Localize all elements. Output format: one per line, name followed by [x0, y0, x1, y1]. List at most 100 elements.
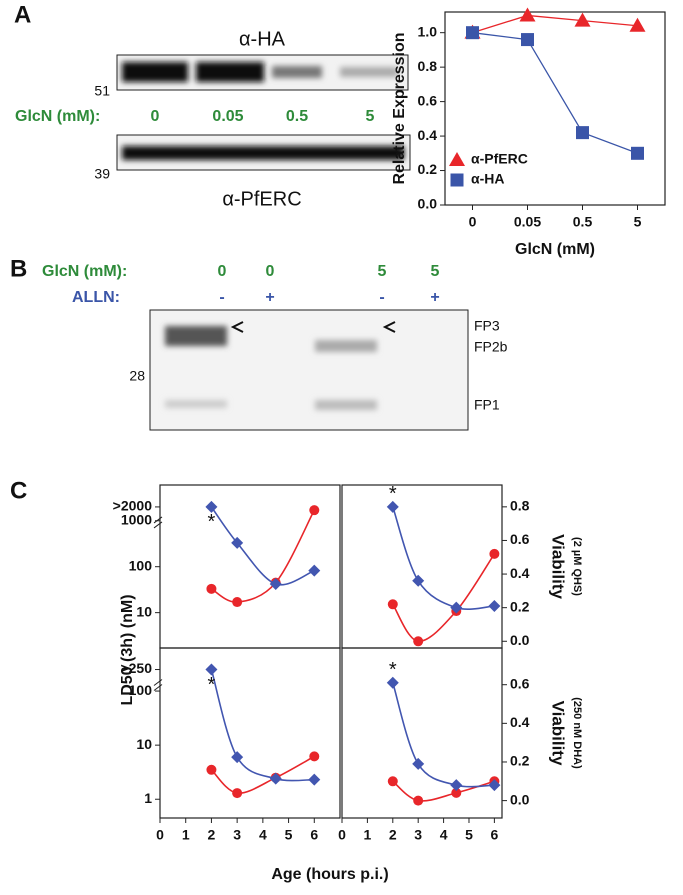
x-axis-label: Age (hours p.i.): [271, 866, 388, 883]
mw-marker: 51: [94, 83, 110, 99]
series-line: [210, 669, 315, 782]
marker: [489, 548, 500, 559]
x-tick-label: 0.05: [514, 214, 541, 230]
marker: [205, 663, 218, 676]
series-line: [392, 553, 496, 643]
annotation: *: [389, 483, 397, 505]
marker: [231, 751, 244, 764]
y2-tick-label: 0.0: [510, 632, 530, 648]
marker: [574, 12, 591, 27]
y2-tick-label: 0.4: [510, 565, 530, 581]
y-tick-label: 0.4: [418, 127, 438, 143]
marker: [386, 500, 399, 513]
x-tick-label: 5: [634, 214, 642, 230]
marker: [576, 126, 589, 140]
marker: [386, 676, 399, 689]
marker: [205, 500, 218, 513]
plot-frame: [444, 11, 666, 206]
x-tick-label: 6: [310, 827, 318, 843]
lane-label: 5: [431, 263, 440, 280]
y-tick-label: >250: [120, 660, 152, 676]
mw-marker: 39: [94, 166, 110, 182]
series-line: [472, 32, 638, 154]
marker: [451, 787, 462, 798]
y-tick-label: 0.8: [418, 58, 438, 74]
blot-bottom: [116, 134, 411, 171]
y2-tick-label: 0.0: [510, 791, 530, 807]
x-tick-label: 1: [363, 827, 371, 843]
y-tick-label: 1.0: [418, 23, 438, 39]
lane-label: -: [219, 289, 224, 306]
marker: [413, 795, 424, 806]
y2-tick-label: 0.8: [510, 498, 530, 514]
marker: [206, 764, 217, 775]
series-line: [210, 506, 315, 586]
marker: [466, 26, 479, 40]
blot-b: [149, 309, 469, 431]
lane-label: 0: [266, 263, 275, 280]
x-tick-label: 2: [208, 827, 216, 843]
blot-label: α-HA: [239, 28, 286, 50]
x-tick-label: 0: [469, 214, 477, 230]
lane-label: 5: [378, 263, 387, 280]
panel-label: A: [14, 1, 31, 28]
x-axis-label: GlcN (mM): [515, 241, 595, 258]
y2-tick-label: 0.2: [510, 598, 530, 614]
legend-marker: [450, 173, 464, 187]
y-tick-label: 0.6: [418, 92, 438, 108]
x-tick-label: 0.5: [573, 214, 593, 230]
y-tick-label: 10: [136, 603, 152, 619]
marker: [488, 779, 501, 792]
x-tick-label: 1: [182, 827, 190, 843]
y2-tick-label: 0.4: [510, 714, 530, 730]
marker: [308, 564, 321, 577]
lane-title: GlcN (mM):: [15, 108, 100, 125]
y-tick-label: 10: [136, 736, 152, 752]
axis-break: [153, 679, 163, 691]
plot-frame: [341, 484, 503, 649]
marker: [309, 751, 320, 762]
x-tick-label: 5: [465, 827, 473, 843]
marker: [309, 505, 320, 516]
marker: [521, 33, 534, 47]
legend-marker: [449, 152, 465, 166]
series-line: [472, 14, 638, 34]
lane-label: 5: [366, 108, 375, 125]
y2-tick-label: 0.6: [510, 675, 530, 691]
axis-break: [153, 516, 163, 529]
marker: [269, 772, 282, 785]
x-tick-label: 3: [414, 827, 422, 843]
panel-label: B: [10, 255, 27, 282]
marker: [269, 578, 282, 591]
marker: [488, 599, 501, 612]
lane-label: +: [430, 289, 439, 306]
y-axis-label: LD50 (3h) (nM): [119, 594, 136, 705]
y-tick-label: 0.2: [418, 161, 438, 177]
x-tick-label: 4: [440, 827, 448, 843]
y2-axis-note: (250 nM DHA): [571, 697, 583, 769]
marker: [519, 7, 536, 22]
y-tick-label: 0.0: [418, 196, 438, 212]
lane-label: 0.05: [212, 108, 243, 125]
y2-axis-note: (2 µM QHS): [571, 537, 583, 596]
marker: [450, 779, 463, 792]
band-label: FP1: [474, 397, 500, 413]
marker: [232, 597, 243, 608]
legend-label: α-HA: [471, 171, 505, 187]
series-line: [392, 506, 495, 611]
annotation: *: [389, 659, 397, 681]
plot-frame: [159, 647, 341, 819]
y-tick-label: 100: [129, 682, 153, 698]
panel-label: C: [10, 477, 27, 504]
lane-label: 0: [151, 108, 160, 125]
y2-tick-label: 0.6: [510, 531, 530, 547]
marker: [412, 757, 425, 770]
y-tick-label: 100: [129, 557, 153, 573]
y-tick-label: 1000: [121, 511, 152, 527]
y2-axis-label: Viability: [549, 701, 568, 766]
marker: [387, 599, 398, 610]
legend-label: α-PfERC: [471, 151, 528, 167]
y2-tick-label: 0.2: [510, 753, 530, 769]
annotation: *: [208, 511, 216, 533]
lane-label: +: [265, 289, 274, 306]
